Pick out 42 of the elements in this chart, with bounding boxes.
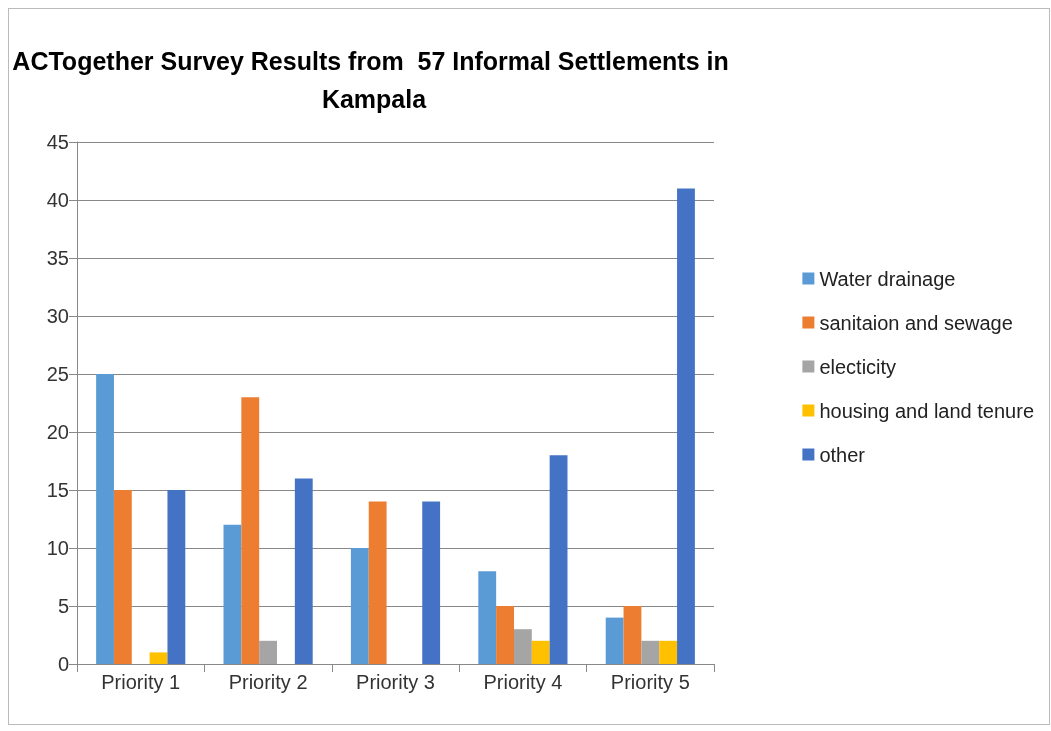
chart-title: ACTogether Survey Results from 57 Informal Settlements in Kampala [12, 47, 736, 113]
legend-label: Water drainage [819, 267, 956, 290]
y-tick-label: 25 [46, 363, 69, 385]
bar [496, 606, 514, 664]
y-tick-label: 40 [46, 189, 69, 211]
y-tick-label: 15 [46, 479, 69, 501]
bar [641, 640, 660, 664]
bar [241, 397, 260, 664]
bar [350, 548, 369, 664]
bar [368, 501, 387, 664]
y-tick-label: 30 [46, 305, 69, 327]
bar [422, 501, 441, 664]
bar [96, 374, 114, 664]
bar [149, 652, 168, 664]
bar [478, 571, 497, 664]
bar [167, 490, 186, 664]
y-tick-label: 10 [46, 537, 69, 559]
x-tick-label: Priority 5 [610, 671, 690, 693]
bar [677, 188, 695, 664]
y-tick-label: 35 [46, 247, 69, 269]
bar [659, 640, 678, 664]
bar [605, 617, 624, 664]
bar [113, 490, 132, 664]
bar [531, 640, 550, 664]
legend-label: other [819, 443, 866, 466]
bar [259, 640, 278, 664]
x-tick-label: Priority 1 [101, 671, 181, 693]
x-tick-label: Priority 3 [356, 671, 435, 693]
x-tick-label: Priority 4 [483, 671, 563, 693]
y-tick-label: 45 [46, 131, 69, 153]
legend-label: electicity [819, 355, 897, 378]
bar [549, 455, 568, 664]
y-tick-label: 0 [57, 653, 69, 675]
bar [294, 478, 313, 664]
y-tick-label: 20 [46, 421, 69, 443]
bar [223, 524, 242, 664]
y-tick-label: 5 [57, 595, 69, 617]
x-tick-label: Priority 2 [228, 671, 308, 693]
bar [623, 606, 642, 664]
legend-label: sanitaion and sewage [819, 311, 1013, 334]
legend-label: housing and land tenure [819, 399, 1035, 422]
bar [513, 629, 532, 664]
